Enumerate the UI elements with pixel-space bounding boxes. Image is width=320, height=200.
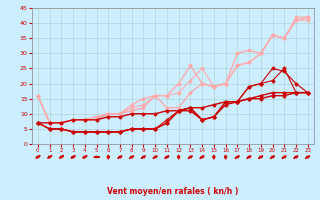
Text: Vent moyen/en rafales ( kn/h ): Vent moyen/en rafales ( kn/h ) [107,187,238,196]
